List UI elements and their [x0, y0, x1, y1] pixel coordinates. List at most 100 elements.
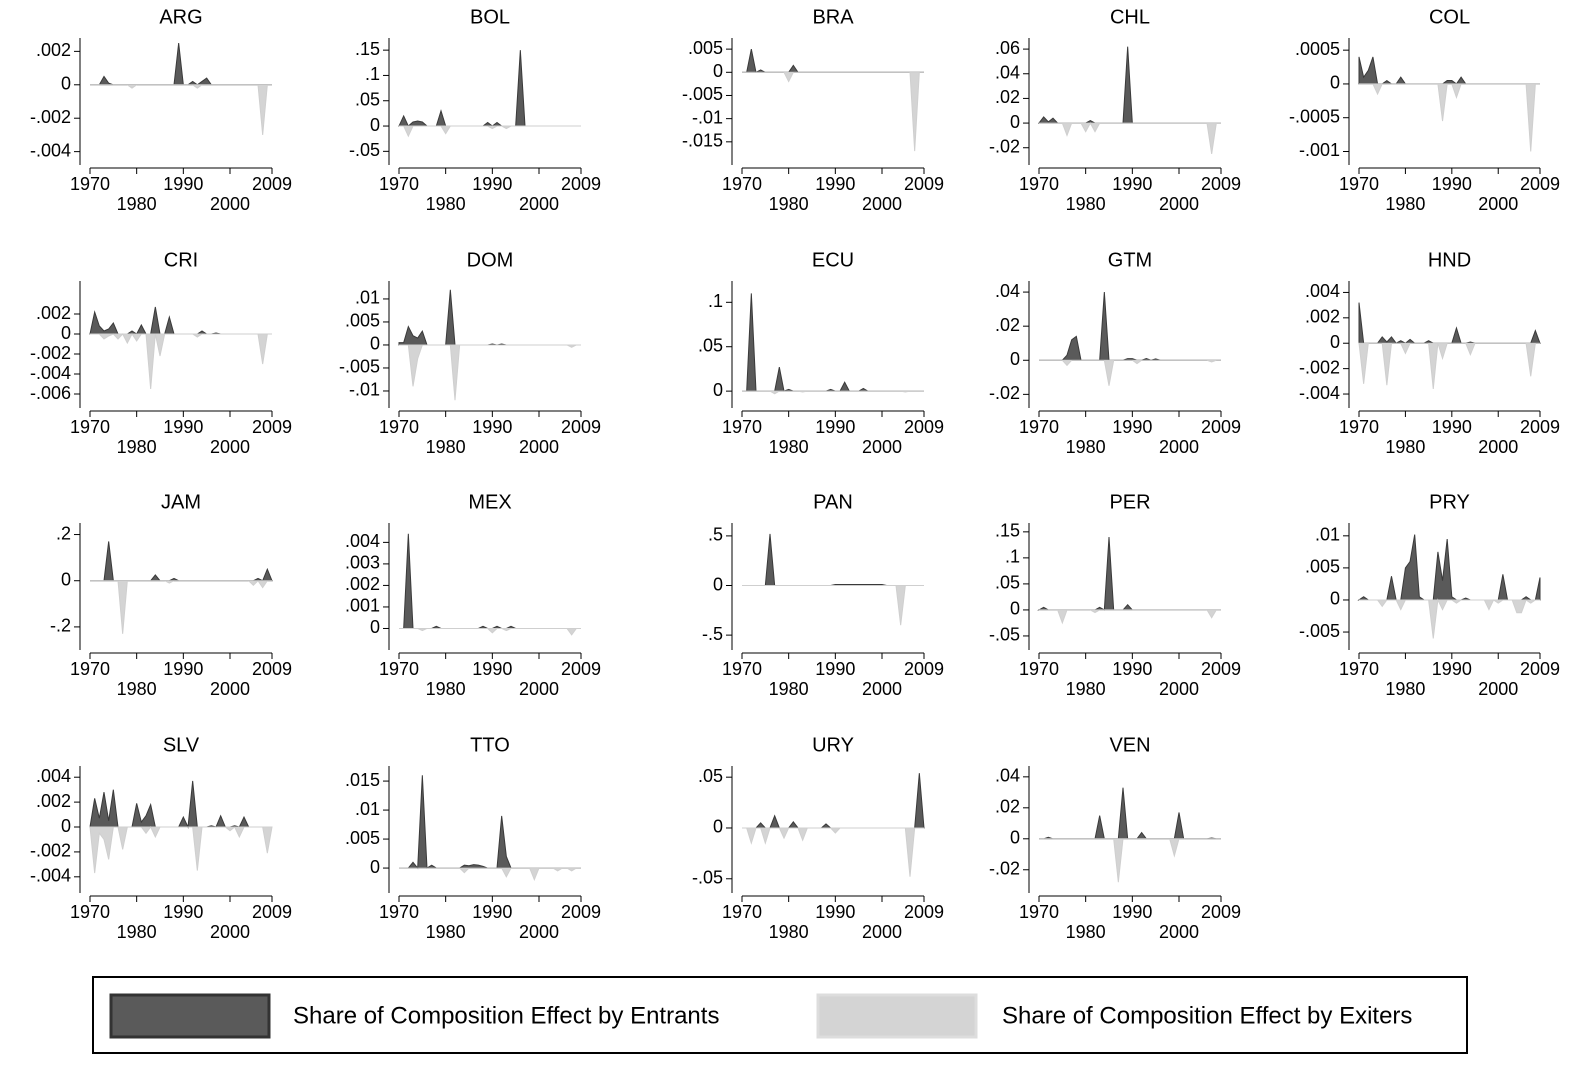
chart-title: SLV — [163, 734, 200, 756]
x-tick-label: 1970 — [722, 902, 762, 922]
y-tick-label: -.002 — [30, 343, 71, 363]
x-tick-label: 1990 — [472, 174, 512, 194]
chart-title: PRY — [1429, 491, 1470, 513]
y-tick-label: 0 — [370, 115, 380, 135]
legend-label: Share of Composition Effect by Entrants — [293, 1002, 719, 1029]
x-tick-label: 2009 — [1201, 902, 1241, 922]
x-tick-label: 2000 — [210, 437, 250, 457]
chart-title: CHL — [1110, 6, 1150, 28]
x-tick-label: 1990 — [1112, 659, 1152, 679]
x-tick-label: 1970 — [1019, 902, 1059, 922]
y-tick-label: -.002 — [1299, 357, 1340, 377]
y-tick-label: .1 — [1005, 547, 1020, 567]
x-tick-label: 2000 — [519, 437, 559, 457]
x-tick-label: 1970 — [722, 417, 762, 437]
x-tick-label: 2009 — [904, 902, 944, 922]
exiters-area — [742, 72, 924, 151]
y-tick-label: .01 — [355, 799, 380, 819]
entrants-area — [399, 775, 581, 868]
x-tick-label: 1980 — [1066, 922, 1106, 942]
entrants-area — [1359, 303, 1540, 344]
x-tick-label: 1970 — [70, 902, 110, 922]
x-tick-label: 2009 — [1201, 417, 1241, 437]
x-tick-label: 2009 — [561, 417, 601, 437]
chart-title: COL — [1429, 6, 1470, 28]
y-tick-label: -.02 — [989, 136, 1020, 156]
y-tick-label: -.004 — [30, 866, 71, 886]
y-tick-label: .002 — [1305, 307, 1340, 327]
x-tick-label: 1990 — [1432, 417, 1472, 437]
x-tick-label: 2009 — [904, 659, 944, 679]
x-tick-label: 1990 — [815, 902, 855, 922]
y-tick-label: .15 — [995, 521, 1020, 541]
y-tick-label: 0 — [713, 380, 723, 400]
y-tick-label: -.05 — [349, 140, 380, 160]
x-tick-label: 2000 — [862, 679, 902, 699]
exiters-area — [90, 334, 272, 389]
exiters-area — [742, 828, 924, 877]
y-tick-label: 0 — [1330, 589, 1340, 609]
x-tick-label: 1980 — [769, 437, 809, 457]
x-tick-label: 2000 — [1159, 922, 1199, 942]
x-tick-label: 2009 — [1201, 174, 1241, 194]
x-tick-label: 1970 — [1339, 659, 1379, 679]
y-tick-label: 0 — [61, 816, 71, 836]
x-tick-label: 1970 — [1019, 174, 1059, 194]
legend-swatch — [818, 995, 976, 1037]
y-tick-label: .004 — [36, 766, 71, 786]
y-tick-label: 0 — [61, 74, 71, 94]
entrants-area — [90, 541, 272, 580]
x-tick-label: 2000 — [519, 922, 559, 942]
y-tick-label: .005 — [345, 311, 380, 331]
y-tick-label: 0 — [1010, 112, 1020, 132]
y-tick-label: .01 — [355, 288, 380, 308]
y-tick-label: 0 — [713, 61, 723, 81]
x-tick-label: 1980 — [117, 679, 157, 699]
y-tick-label: 0 — [370, 857, 380, 877]
exiters-area — [1359, 600, 1540, 638]
entrants-area — [1359, 535, 1540, 600]
x-tick-label: 2009 — [1520, 417, 1560, 437]
entrants-area — [399, 534, 581, 629]
x-tick-label: 1980 — [117, 194, 157, 214]
y-tick-label: 0 — [1010, 349, 1020, 369]
x-tick-label: 1990 — [815, 174, 855, 194]
y-tick-label: -.006 — [30, 383, 71, 403]
x-tick-label: 1970 — [379, 902, 419, 922]
x-tick-label: 1980 — [769, 922, 809, 942]
entrants-area — [1039, 292, 1221, 360]
x-tick-label: 1970 — [379, 174, 419, 194]
y-tick-label: -.004 — [1299, 383, 1340, 403]
entrants-area — [1039, 47, 1221, 123]
x-tick-label: 2000 — [1159, 194, 1199, 214]
y-tick-label: .02 — [995, 87, 1020, 107]
chart-title: JAM — [161, 491, 201, 513]
x-tick-label: 2000 — [1159, 679, 1199, 699]
y-tick-label: .05 — [698, 335, 723, 355]
entrants-area — [90, 307, 272, 334]
entrants-area — [1039, 788, 1221, 839]
x-tick-label: 1990 — [163, 417, 203, 437]
x-tick-label: 2000 — [862, 194, 902, 214]
y-tick-label: .002 — [345, 574, 380, 594]
x-tick-label: 1990 — [472, 902, 512, 922]
y-tick-label: .1 — [365, 64, 380, 84]
y-tick-label: -.02 — [989, 859, 1020, 879]
entrants-area — [90, 781, 272, 827]
y-tick-label: 0 — [1330, 332, 1340, 352]
exiters-area — [90, 581, 272, 634]
chart-title: MEX — [468, 491, 511, 513]
x-tick-label: 1970 — [70, 174, 110, 194]
entrants-area — [1359, 57, 1540, 84]
chart-title: PAN — [813, 491, 853, 513]
y-tick-label: .002 — [36, 791, 71, 811]
x-tick-label: 1980 — [1385, 679, 1425, 699]
x-tick-label: 1990 — [472, 417, 512, 437]
y-tick-label: .06 — [995, 38, 1020, 58]
x-tick-label: 2000 — [1478, 679, 1518, 699]
y-tick-label: .004 — [1305, 281, 1340, 301]
exiters-area — [399, 345, 581, 400]
exiters-area — [742, 391, 924, 394]
y-tick-label: .002 — [36, 303, 71, 323]
y-tick-label: -.01 — [692, 107, 723, 127]
